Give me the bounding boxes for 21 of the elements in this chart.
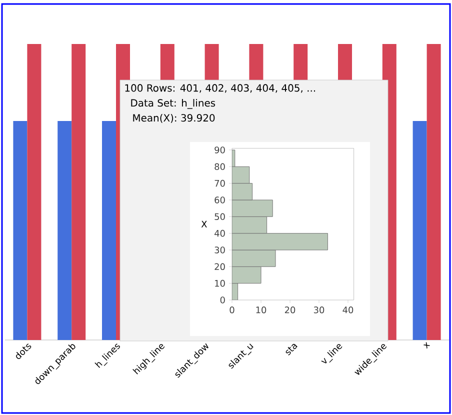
x-tick-label: x <box>423 342 430 349</box>
y-tick-label: 40 <box>214 230 225 237</box>
annotation: Data Set: h_lines <box>131 98 216 109</box>
y-tick-label: 50 <box>214 213 225 220</box>
y-tick-label: 70 <box>214 180 225 187</box>
y-axis-title: X <box>201 220 207 228</box>
y-tick-label: 60 <box>214 196 225 204</box>
chart-title: 100 Rows: 401, 402, 403, 404, 405, ... <box>125 84 316 93</box>
x-tick-label: 20 <box>284 306 296 314</box>
x-tick-label: 30 <box>314 306 324 314</box>
y-tick-label: 90 <box>214 146 225 154</box>
x-tick-label: 40 <box>342 306 354 314</box>
x-tick-label: 10 <box>256 306 266 314</box>
annotation: Mean(X): 39.920 <box>133 114 215 123</box>
y-tick-label: 20 <box>214 263 225 270</box>
y-tick-label: 0 <box>220 296 225 304</box>
x-tick-label: sta <box>286 344 298 356</box>
y-tick-label: 30 <box>214 246 225 254</box>
x-tick-label: 0 <box>230 306 234 314</box>
y-tick-label: 80 <box>214 163 225 170</box>
y-tick-label: 10 <box>215 280 225 287</box>
